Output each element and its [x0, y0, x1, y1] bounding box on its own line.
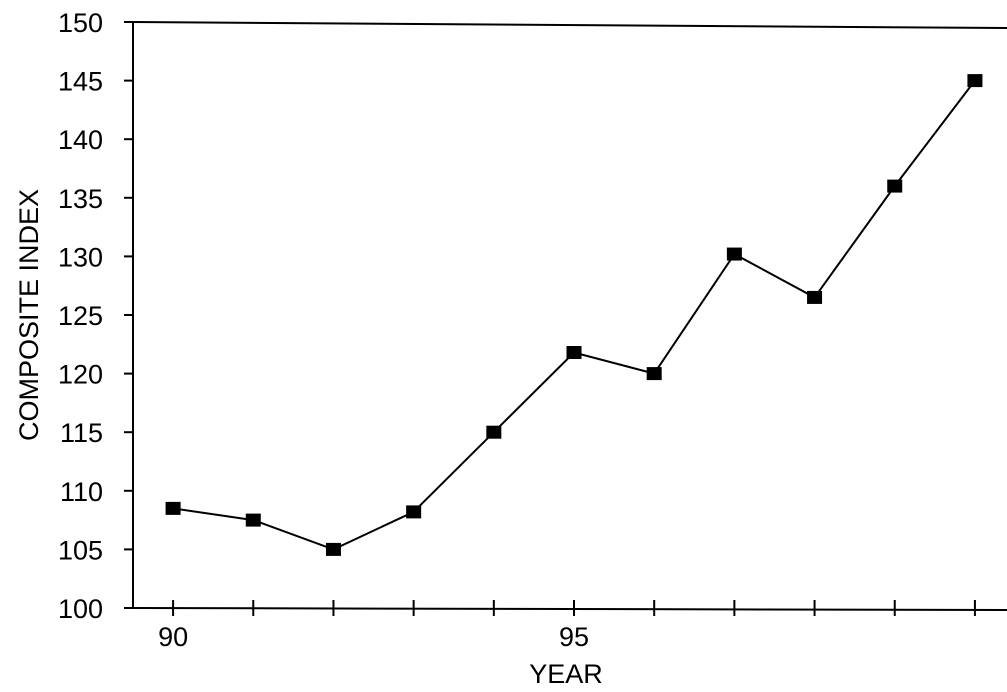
- y-tick-label: 105: [58, 535, 103, 565]
- data-point-marker: [807, 290, 823, 304]
- y-tick-label: 135: [58, 184, 103, 214]
- y-tick-label: 100: [58, 594, 103, 624]
- data-point-marker: [245, 513, 261, 527]
- y-tick-label: 110: [60, 477, 103, 507]
- data-point-marker: [325, 542, 341, 556]
- x-axis-label: YEAR: [529, 659, 603, 689]
- data-point-marker: [566, 346, 582, 360]
- y-axis-label: COMPOSITE INDEX: [14, 189, 44, 441]
- y-axis-ticks: 100 105 110 115 120 125 130 135 140 145 150: [58, 8, 133, 624]
- y-tick-label: 145: [58, 67, 103, 97]
- plot-border-top: [132, 21, 1007, 29]
- y-tick-label: 130: [58, 242, 103, 272]
- y-tick-label: 140: [58, 125, 103, 155]
- series-line: [172, 79, 976, 551]
- series-group: [165, 74, 983, 556]
- plot-frame: [132, 21, 1007, 611]
- x-axis-line: [132, 607, 1007, 611]
- data-point-marker: [887, 179, 903, 193]
- x-tick-label: 90: [158, 622, 188, 652]
- y-tick-label: 150: [58, 8, 103, 38]
- data-point-marker: [646, 367, 662, 381]
- x-axis-ticks: 90 95: [158, 600, 976, 652]
- y-tick-label: 125: [58, 301, 103, 331]
- data-point-marker: [967, 74, 983, 88]
- data-point-marker: [406, 505, 422, 519]
- y-tick-label: 115: [60, 418, 103, 448]
- y-tick-label: 120: [58, 360, 103, 390]
- data-point-marker: [486, 425, 502, 439]
- data-point-marker: [726, 247, 742, 261]
- data-point-marker: [165, 501, 181, 515]
- x-tick-label: 95: [559, 622, 589, 652]
